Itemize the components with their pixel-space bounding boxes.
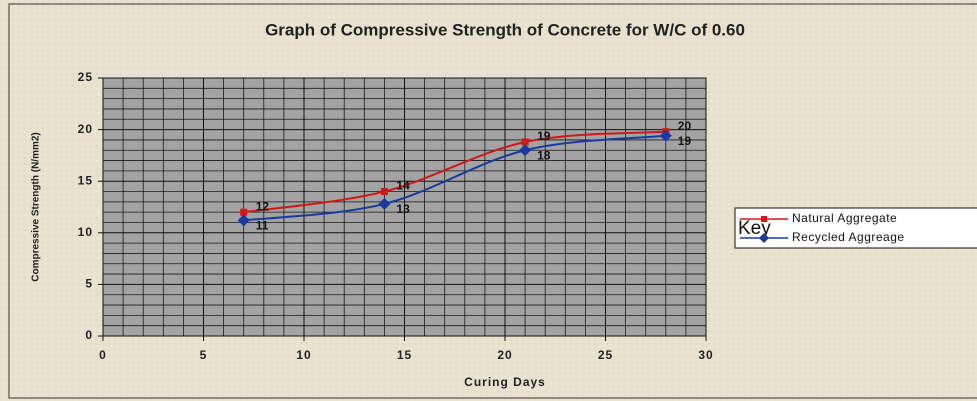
x-tick-label: 0	[99, 348, 107, 362]
data-label: 11	[256, 219, 269, 233]
x-tick-label: 30	[698, 348, 713, 362]
legend: Key Natural Aggregate Recycled Aggreage	[734, 207, 977, 249]
x-tick-label: 20	[497, 348, 512, 362]
data-label: 12	[256, 199, 270, 213]
x-axis-label: Curing Days	[464, 375, 546, 389]
data-label: 19	[537, 129, 551, 143]
point	[378, 197, 391, 210]
chart-border	[8, 3, 977, 399]
y-tick-label: 25	[78, 70, 93, 84]
point	[659, 129, 672, 142]
y-tick-label: 10	[78, 225, 93, 239]
legend-label: Recycled Aggreage	[792, 230, 905, 244]
x-tick-label: 10	[296, 348, 311, 362]
legend-label: Natural Aggregate	[792, 211, 897, 225]
legend-title: Key	[738, 218, 771, 239]
y-tick-label: 20	[78, 122, 93, 136]
x-tick-label: 5	[200, 348, 208, 362]
data-label: 13	[396, 202, 410, 216]
data-label: 14	[396, 179, 410, 193]
chart-title: Graph of Compressive Strength of Concret…	[265, 20, 745, 39]
point	[380, 188, 388, 196]
data-label: 19	[678, 134, 692, 148]
x-tick-label: 15	[397, 348, 412, 362]
series-line	[243, 130, 666, 214]
y-tick-label: 0	[85, 328, 93, 342]
x-tick-label: 25	[598, 348, 613, 362]
data-label: 20	[678, 119, 692, 133]
point	[521, 138, 529, 146]
series-line	[243, 134, 666, 222]
data-label: 18	[537, 148, 551, 162]
y-tick-label: 15	[78, 173, 93, 187]
plot-frame	[102, 77, 707, 337]
y-axis-label: Compressive Strength (N/mm2)	[31, 132, 42, 281]
point	[519, 144, 532, 157]
point	[237, 214, 250, 227]
point	[240, 208, 248, 216]
legend-marker	[761, 216, 767, 222]
legend-box	[734, 207, 977, 249]
y-tick-label: 5	[85, 277, 93, 291]
legend-marker	[759, 233, 769, 243]
